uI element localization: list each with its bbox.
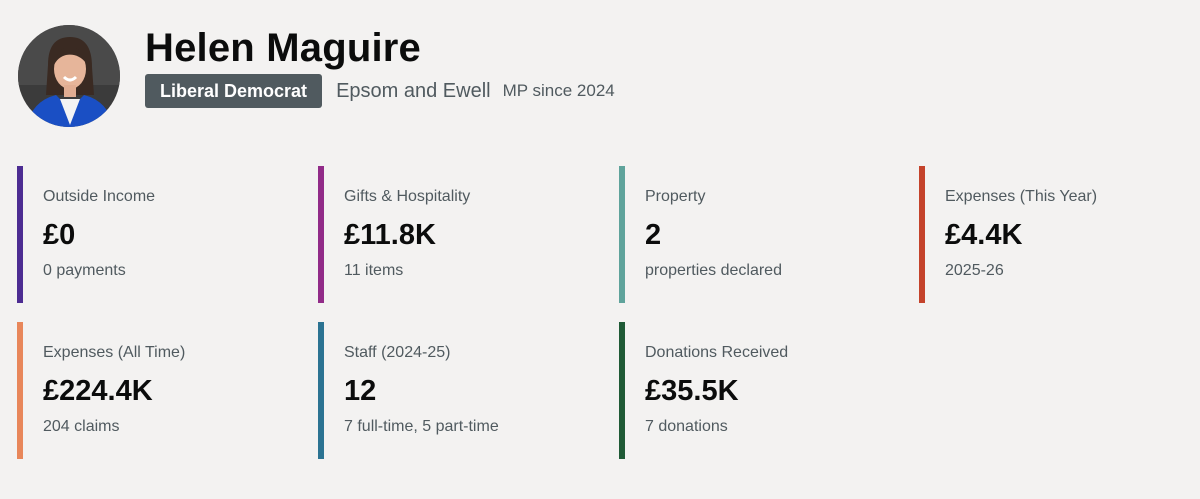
card-value: 12 xyxy=(344,375,377,407)
card-subtext: 204 claims xyxy=(43,418,120,435)
card-subtext: 11 items xyxy=(344,262,404,279)
card-gifts-hospitality[interactable]: Gifts & Hospitality £11.8K 11 items xyxy=(318,166,588,303)
mp-since: MP since 2024 xyxy=(502,81,615,100)
card-label: Staff (2024-25) xyxy=(344,344,451,361)
card-subtext: 0 payments xyxy=(43,262,126,279)
card-label: Property xyxy=(645,188,706,205)
mp-header: Helen Maguire Liberal Democrat Epsom and… xyxy=(18,25,615,127)
card-staff[interactable]: Staff (2024-25) 12 7 full-time, 5 part-t… xyxy=(318,322,588,459)
card-label: Gifts & Hospitality xyxy=(344,188,471,205)
card-value: £0 xyxy=(43,219,76,251)
card-value: 2 xyxy=(645,219,662,251)
party-badge: Liberal Democrat xyxy=(145,74,323,108)
card-label: Donations Received xyxy=(645,344,789,361)
card-subtext: 2025-26 xyxy=(945,262,1004,279)
card-property[interactable]: Property 2 properties declared xyxy=(619,166,889,303)
card-value: £35.5K xyxy=(645,375,739,407)
card-subtext: 7 donations xyxy=(645,418,728,435)
card-expenses-this-year[interactable]: Expenses (This Year) £4.4K 2025-26 xyxy=(919,166,1189,303)
constituency: Epsom and Ewell xyxy=(336,79,491,102)
card-label: Outside Income xyxy=(43,188,156,205)
card-label: Expenses (All Time) xyxy=(43,344,186,361)
card-donations-received[interactable]: Donations Received £35.5K 7 donations xyxy=(619,322,889,459)
mp-portrait-image xyxy=(18,25,120,127)
card-outside-income[interactable]: Outside Income £0 0 payments xyxy=(17,166,287,303)
mp-avatar xyxy=(18,25,120,127)
mp-meta-row: Liberal Democrat Epsom and Ewell MP sinc… xyxy=(145,74,615,108)
card-value: £4.4K xyxy=(945,219,1023,251)
card-value: £11.8K xyxy=(344,219,436,251)
mp-name: Helen Maguire xyxy=(145,26,421,70)
card-subtext: 7 full-time, 5 part-time xyxy=(344,418,499,435)
card-expenses-all-time[interactable]: Expenses (All Time) £224.4K 204 claims xyxy=(17,322,287,459)
card-value: £224.4K xyxy=(43,375,153,407)
card-subtext: properties declared xyxy=(645,262,782,279)
card-label: Expenses (This Year) xyxy=(945,188,1098,205)
